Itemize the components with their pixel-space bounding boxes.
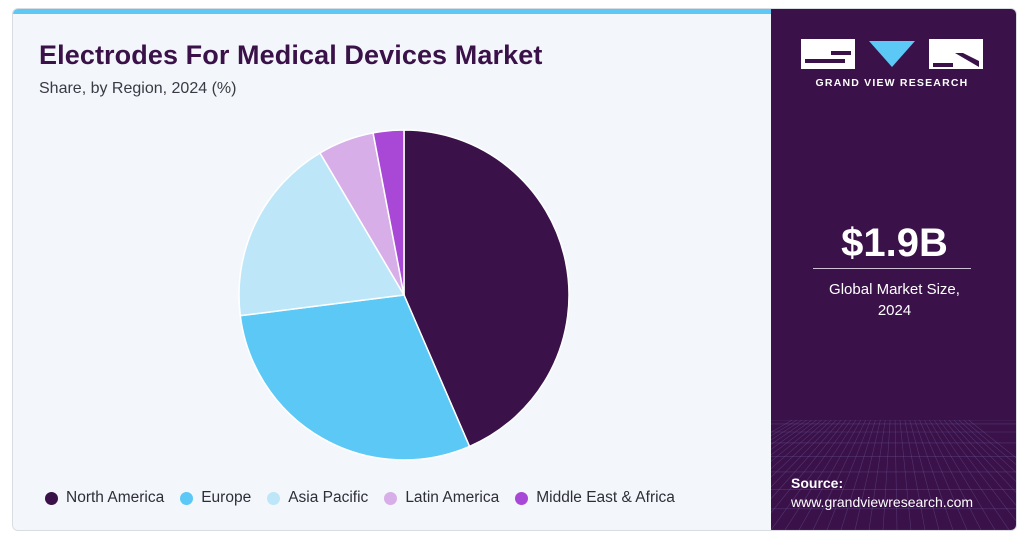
legend-item: North America	[45, 489, 164, 507]
legend-swatch	[45, 491, 58, 505]
legend-label: Latin America	[405, 489, 500, 506]
market-size-caption-line2: 2024	[877, 302, 912, 319]
market-size-value: $1.9B	[841, 221, 948, 265]
chart-subtitle: Share, by Region, 2024 (%)	[39, 80, 237, 97]
legend-item: Latin America	[384, 489, 499, 507]
divider	[813, 268, 971, 269]
source-note: Source: www.grandviewresearch.com	[791, 474, 973, 512]
legend-swatch	[267, 491, 281, 505]
legend-item: Asia Pacific	[267, 489, 368, 507]
summary-panel: GRAND VIEW RESEARCH $1.9B Global Market …	[771, 9, 1016, 530]
logo-g-mark-icon	[801, 39, 855, 69]
legend-item: Europe	[180, 489, 251, 507]
pie-slice-asia-pacific	[238, 151, 406, 317]
legend-label: Asia Pacific	[288, 489, 369, 506]
brand-name: GRAND VIEW RESEARCH	[815, 77, 969, 89]
brand-logo: GRAND VIEW RESEARCH	[801, 39, 983, 89]
source-label: Source:	[791, 475, 844, 491]
market-size-caption-line1: Global Market Size,	[829, 281, 960, 298]
chart-title: Electrodes For Medical Devices Market	[39, 40, 543, 70]
pie-chart	[238, 129, 570, 461]
legend-label: Europe	[201, 489, 252, 506]
logo-v-mark-icon	[865, 39, 919, 69]
pie-slice-middle-east-africa	[372, 129, 405, 296]
legend-swatch	[384, 491, 398, 505]
market-size-caption: Global Market Size, 2024	[771, 279, 1016, 321]
chart-panel: Electrodes For Medical Devices Market Sh…	[13, 9, 771, 530]
decorative-grid	[771, 420, 1016, 530]
pie-slice-north-america	[403, 129, 570, 448]
logo-r-mark-icon	[929, 39, 983, 69]
chart-legend: North America Europe Asia Pacific Latin Ame…	[45, 489, 691, 507]
legend-swatch	[180, 491, 194, 505]
pie-slice-europe	[239, 294, 471, 461]
legend-label: Middle East & Africa	[536, 489, 675, 506]
legend-item: Middle East & Africa	[515, 489, 675, 507]
source-url: www.grandviewresearch.com	[791, 494, 974, 510]
infographic-card: Electrodes For Medical Devices Market Sh…	[12, 8, 1017, 531]
legend-label: North America	[66, 489, 165, 506]
logo-marks	[801, 39, 983, 69]
legend-swatch	[515, 491, 529, 505]
